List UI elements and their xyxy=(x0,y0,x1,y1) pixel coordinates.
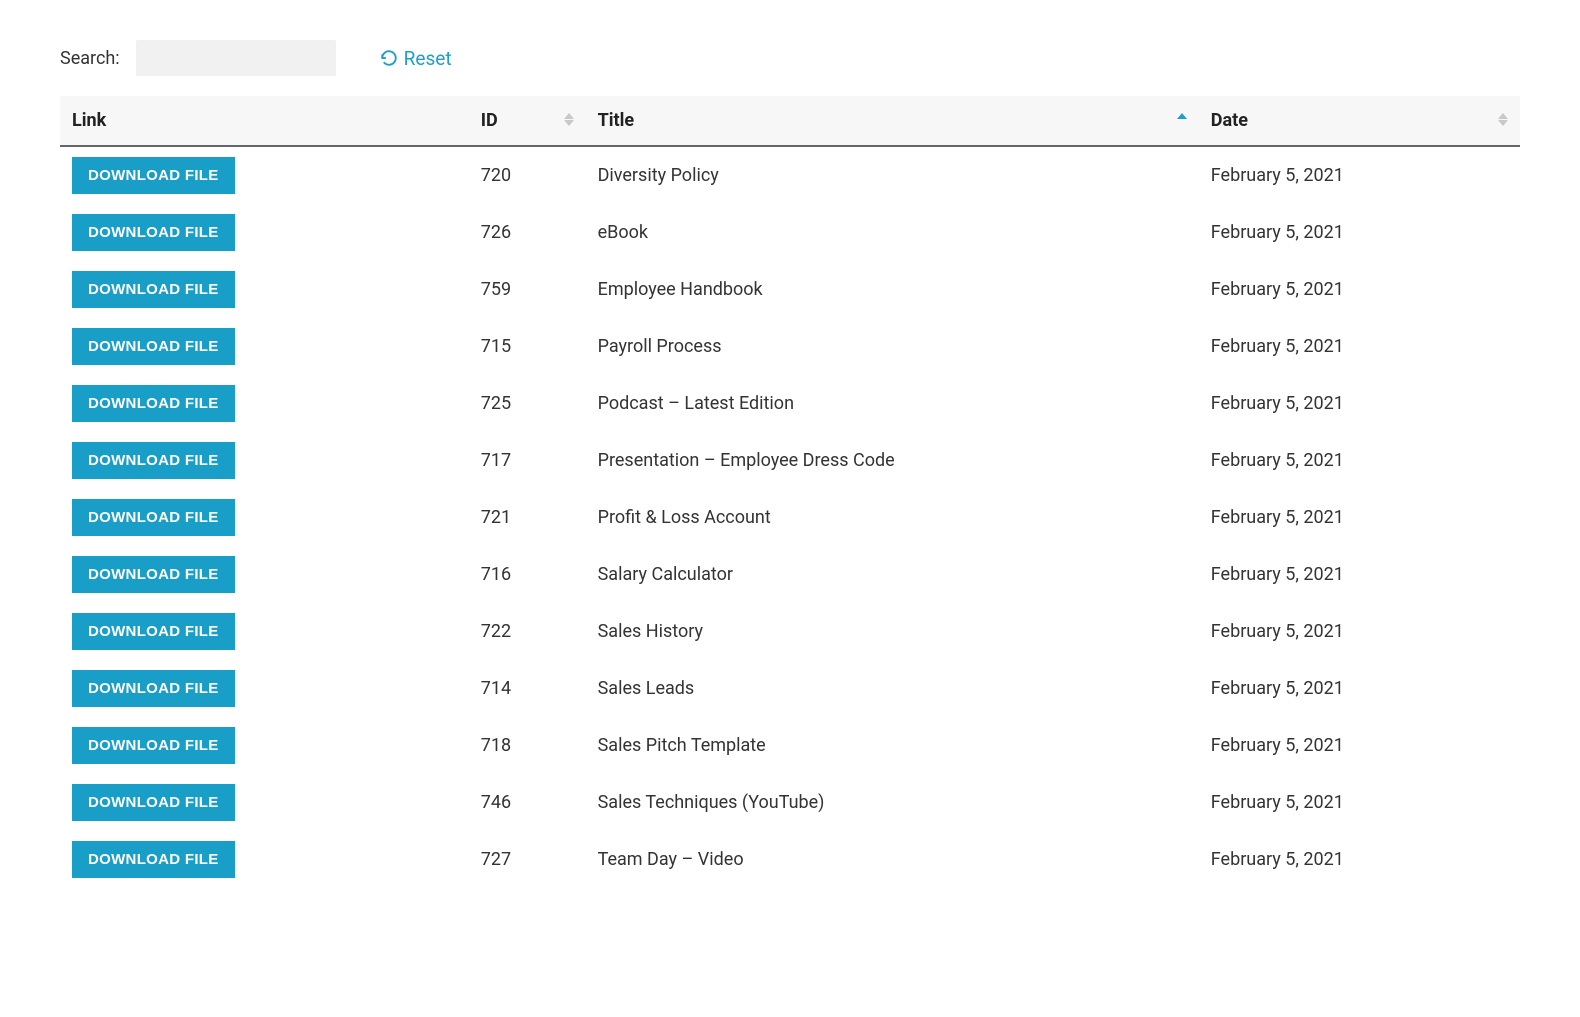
table-row: DOWNLOAD FILE 717Presentation – Employee … xyxy=(60,432,1520,489)
table-row: DOWNLOAD FILE 714Sales LeadsFebruary 5, 2… xyxy=(60,660,1520,717)
cell-link: DOWNLOAD FILE xyxy=(60,432,469,489)
cell-link: DOWNLOAD FILE xyxy=(60,146,469,204)
download-file-button[interactable]: DOWNLOAD FILE xyxy=(72,442,235,479)
search-label: Search: xyxy=(60,48,120,69)
cell-date: February 5, 2021 xyxy=(1199,432,1520,489)
cell-link: DOWNLOAD FILE xyxy=(60,375,469,432)
column-header-id[interactable]: ID xyxy=(469,96,586,146)
undo-icon xyxy=(380,49,398,67)
cell-id: 759 xyxy=(469,261,586,318)
download-file-button[interactable]: DOWNLOAD FILE xyxy=(72,214,235,251)
cell-link: DOWNLOAD FILE xyxy=(60,546,469,603)
cell-title: Profit & Loss Account xyxy=(586,489,1199,546)
column-header-link-label: Link xyxy=(72,110,106,131)
column-header-date-label: Date xyxy=(1211,110,1248,131)
cell-date: February 5, 2021 xyxy=(1199,318,1520,375)
table-header-row: Link ID Title Date xyxy=(60,96,1520,146)
cell-date: February 5, 2021 xyxy=(1199,831,1520,888)
cell-date: February 5, 2021 xyxy=(1199,261,1520,318)
cell-date: February 5, 2021 xyxy=(1199,774,1520,831)
cell-id: 722 xyxy=(469,603,586,660)
download-file-button[interactable]: DOWNLOAD FILE xyxy=(72,841,235,878)
column-header-date[interactable]: Date xyxy=(1199,96,1520,146)
download-file-button[interactable]: DOWNLOAD FILE xyxy=(72,385,235,422)
table-row: DOWNLOAD FILE 727Team Day – VideoFebruary… xyxy=(60,831,1520,888)
sort-icon xyxy=(1177,112,1187,130)
table-row: DOWNLOAD FILE 746Sales Techniques (YouTub… xyxy=(60,774,1520,831)
cell-id: 714 xyxy=(469,660,586,717)
download-file-button[interactable]: DOWNLOAD FILE xyxy=(72,670,235,707)
cell-title: Payroll Process xyxy=(586,318,1199,375)
cell-id: 725 xyxy=(469,375,586,432)
cell-date: February 5, 2021 xyxy=(1199,375,1520,432)
download-file-button[interactable]: DOWNLOAD FILE xyxy=(72,727,235,764)
cell-link: DOWNLOAD FILE xyxy=(60,660,469,717)
cell-date: February 5, 2021 xyxy=(1199,603,1520,660)
cell-title: Sales History xyxy=(586,603,1199,660)
sort-icon xyxy=(564,112,574,130)
cell-id: 715 xyxy=(469,318,586,375)
cell-id: 718 xyxy=(469,717,586,774)
download-file-button[interactable]: DOWNLOAD FILE xyxy=(72,328,235,365)
cell-date: February 5, 2021 xyxy=(1199,204,1520,261)
table-row: DOWNLOAD FILE 720Diversity PolicyFebruary… xyxy=(60,146,1520,204)
column-header-id-label: ID xyxy=(481,110,498,131)
table-row: DOWNLOAD FILE 721Profit & Loss AccountFeb… xyxy=(60,489,1520,546)
search-toolbar: Search: Reset xyxy=(60,40,1520,76)
cell-id: 720 xyxy=(469,146,586,204)
table-row: DOWNLOAD FILE 715Payroll ProcessFebruary … xyxy=(60,318,1520,375)
cell-title: Sales Pitch Template xyxy=(586,717,1199,774)
cell-link: DOWNLOAD FILE xyxy=(60,318,469,375)
cell-title: Sales Leads xyxy=(586,660,1199,717)
cell-date: February 5, 2021 xyxy=(1199,717,1520,774)
table-row: DOWNLOAD FILE 726eBookFebruary 5, 2021 xyxy=(60,204,1520,261)
download-file-button[interactable]: DOWNLOAD FILE xyxy=(72,157,235,194)
cell-title: Team Day – Video xyxy=(586,831,1199,888)
search-input[interactable] xyxy=(136,40,336,76)
cell-id: 717 xyxy=(469,432,586,489)
table-row: DOWNLOAD FILE 718Sales Pitch TemplateFebr… xyxy=(60,717,1520,774)
cell-title: Podcast – Latest Edition xyxy=(586,375,1199,432)
column-header-link: Link xyxy=(60,96,469,146)
download-file-button[interactable]: DOWNLOAD FILE xyxy=(72,613,235,650)
download-file-button[interactable]: DOWNLOAD FILE xyxy=(72,784,235,821)
cell-date: February 5, 2021 xyxy=(1199,546,1520,603)
cell-link: DOWNLOAD FILE xyxy=(60,831,469,888)
cell-title: Presentation – Employee Dress Code xyxy=(586,432,1199,489)
cell-title: Salary Calculator xyxy=(586,546,1199,603)
cell-date: February 5, 2021 xyxy=(1199,660,1520,717)
table-row: DOWNLOAD FILE 716Salary CalculatorFebruar… xyxy=(60,546,1520,603)
cell-link: DOWNLOAD FILE xyxy=(60,774,469,831)
cell-date: February 5, 2021 xyxy=(1199,489,1520,546)
table-row: DOWNLOAD FILE 759Employee HandbookFebruar… xyxy=(60,261,1520,318)
cell-link: DOWNLOAD FILE xyxy=(60,261,469,318)
cell-date: February 5, 2021 xyxy=(1199,146,1520,204)
download-file-button[interactable]: DOWNLOAD FILE xyxy=(72,271,235,308)
cell-title: Employee Handbook xyxy=(586,261,1199,318)
cell-id: 721 xyxy=(469,489,586,546)
reset-label: Reset xyxy=(404,47,452,70)
cell-link: DOWNLOAD FILE xyxy=(60,489,469,546)
cell-link: DOWNLOAD FILE xyxy=(60,204,469,261)
table-row: DOWNLOAD FILE 722Sales HistoryFebruary 5,… xyxy=(60,603,1520,660)
column-header-title-label: Title xyxy=(598,110,635,131)
cell-link: DOWNLOAD FILE xyxy=(60,603,469,660)
reset-button[interactable]: Reset xyxy=(380,47,452,70)
cell-title: Sales Techniques (YouTube) xyxy=(586,774,1199,831)
cell-title: eBook xyxy=(586,204,1199,261)
column-header-title[interactable]: Title xyxy=(586,96,1199,146)
cell-id: 746 xyxy=(469,774,586,831)
download-file-button[interactable]: DOWNLOAD FILE xyxy=(72,556,235,593)
cell-id: 716 xyxy=(469,546,586,603)
download-file-button[interactable]: DOWNLOAD FILE xyxy=(72,499,235,536)
cell-title: Diversity Policy xyxy=(586,146,1199,204)
table-row: DOWNLOAD FILE 725Podcast – Latest Edition… xyxy=(60,375,1520,432)
sort-icon xyxy=(1498,112,1508,130)
file-table: Link ID Title Date DOWNLOAD xyxy=(60,96,1520,888)
cell-id: 726 xyxy=(469,204,586,261)
cell-link: DOWNLOAD FILE xyxy=(60,717,469,774)
cell-id: 727 xyxy=(469,831,586,888)
